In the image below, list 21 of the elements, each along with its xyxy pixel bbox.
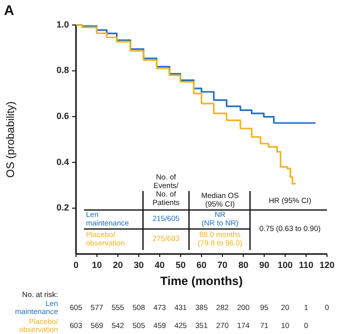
y-tick-label: 0.2 — [56, 202, 69, 213]
x-tick-label: 40 — [154, 260, 165, 270]
x-tick-label: 80 — [238, 260, 248, 270]
x-tick-label: 90 — [259, 260, 270, 270]
x-tick-label: 10 — [92, 260, 102, 270]
x-tick-label: 120 — [319, 260, 335, 270]
chart-title: A — [4, 2, 14, 18]
y-tick-label: 0.6 — [56, 110, 69, 121]
x-tick-label: 60 — [196, 260, 207, 270]
x-tick-label: 30 — [134, 260, 144, 270]
y-tick-label: 1.0 — [56, 19, 69, 30]
x-tick-label: 110 — [298, 260, 314, 270]
x-axis-title: Time (months) — [160, 274, 243, 288]
y-tick-label: 0.4 — [56, 156, 69, 167]
x-tick-label: 0 — [73, 260, 79, 270]
x-tick-label: 50 — [176, 260, 186, 270]
x-tick-label: 20 — [112, 260, 123, 270]
y-tick-label: 0.8 — [56, 65, 69, 76]
y-axis-title: OS (probability) — [5, 101, 17, 178]
x-tick-label: 70 — [217, 260, 228, 270]
x-tick-label: 100 — [278, 260, 293, 270]
